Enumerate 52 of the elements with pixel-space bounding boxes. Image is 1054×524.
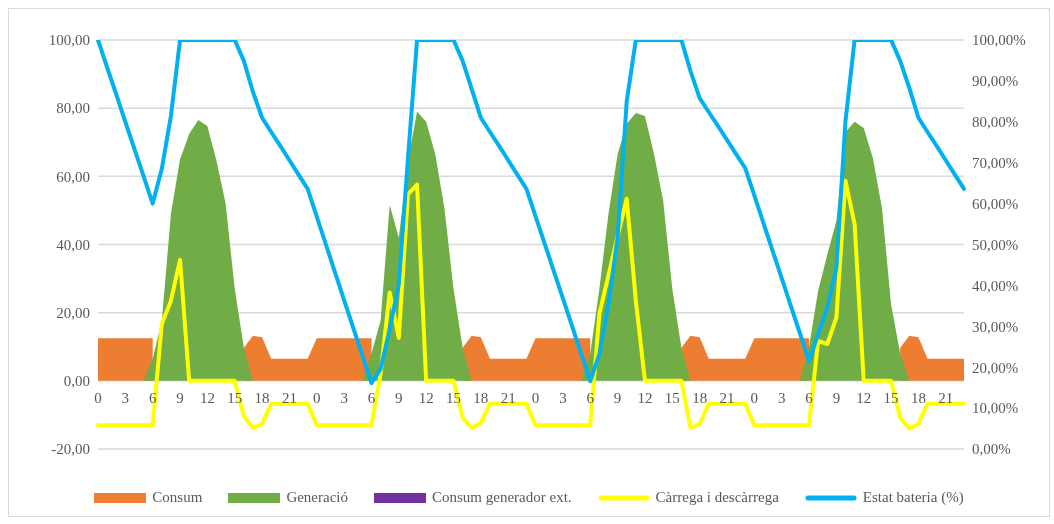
x-tick-label: 15 xyxy=(664,389,680,406)
x-tick-label: 18 xyxy=(254,389,270,406)
x-tick-label: 3 xyxy=(777,389,786,406)
legend-label: Estat bateria (%) xyxy=(862,489,964,506)
legend-label: Càrrega i descàrrega xyxy=(655,489,779,506)
y2-tick-label: 40,00% xyxy=(972,277,1019,294)
y2-tick-label: 50,00% xyxy=(972,236,1019,253)
x-tick-label: 6 xyxy=(367,389,376,406)
y-tick-label: 60,00 xyxy=(56,168,90,185)
y-tick-label: 40,00 xyxy=(56,236,90,253)
x-tick-label: 18 xyxy=(473,389,489,406)
x-tick-label: 21 xyxy=(938,389,954,406)
legend-label: Consum xyxy=(152,489,203,506)
y2-tick-label: 60,00% xyxy=(972,195,1019,212)
x-tick-label: 3 xyxy=(121,389,130,406)
x-tick-label: 21 xyxy=(500,389,516,406)
line-series xyxy=(96,40,966,386)
x-tick-label: 18 xyxy=(692,389,708,406)
x-tick-label: 0 xyxy=(531,389,540,406)
x-tick-label: 12 xyxy=(199,389,215,406)
x-tick-label: 9 xyxy=(613,389,622,406)
y-tick-label: 80,00 xyxy=(56,100,90,117)
y2-tick-label: 10,00% xyxy=(972,400,1019,417)
y2-tick-label: 90,00% xyxy=(972,73,1019,90)
x-tick-label: 9 xyxy=(832,389,841,406)
x-tick-label: 6 xyxy=(586,389,595,406)
x-tick-label: 12 xyxy=(418,389,434,406)
x-tick-label: 21 xyxy=(719,389,735,406)
y2-tick-label: 100,00% xyxy=(972,32,1026,49)
y-tick-label: 0,00 xyxy=(63,373,90,390)
y2-tick-label: 20,00% xyxy=(972,359,1019,376)
line-series xyxy=(96,178,966,431)
y-tick-label: -20,00 xyxy=(51,441,90,458)
y-tick-label: 100,00 xyxy=(48,32,90,49)
x-tick-label: 3 xyxy=(559,389,567,406)
x-tick-label: 18 xyxy=(910,389,926,406)
x-tick-label: 0 xyxy=(313,389,321,406)
y2-tick-label: 30,00% xyxy=(972,318,1019,335)
y2-tick-label: 0,00% xyxy=(972,441,1011,458)
x-tick-label: 12 xyxy=(637,389,653,406)
x-tick-label: 9 xyxy=(176,389,184,406)
y2-tick-label: 80,00% xyxy=(972,114,1019,131)
legend-label: Consum generador ext. xyxy=(432,489,572,506)
x-tick-label: 12 xyxy=(856,389,872,406)
legend-label: Generació xyxy=(286,489,349,506)
x-tick-label: 0 xyxy=(94,389,102,406)
y-tick-label: 20,00 xyxy=(56,304,90,321)
x-tick-label: 21 xyxy=(281,389,297,406)
y2-tick-label: 70,00% xyxy=(972,155,1019,172)
x-tick-label: 3 xyxy=(340,389,348,406)
x-tick-label: 9 xyxy=(395,389,403,406)
x-tick-label: 0 xyxy=(750,389,759,406)
